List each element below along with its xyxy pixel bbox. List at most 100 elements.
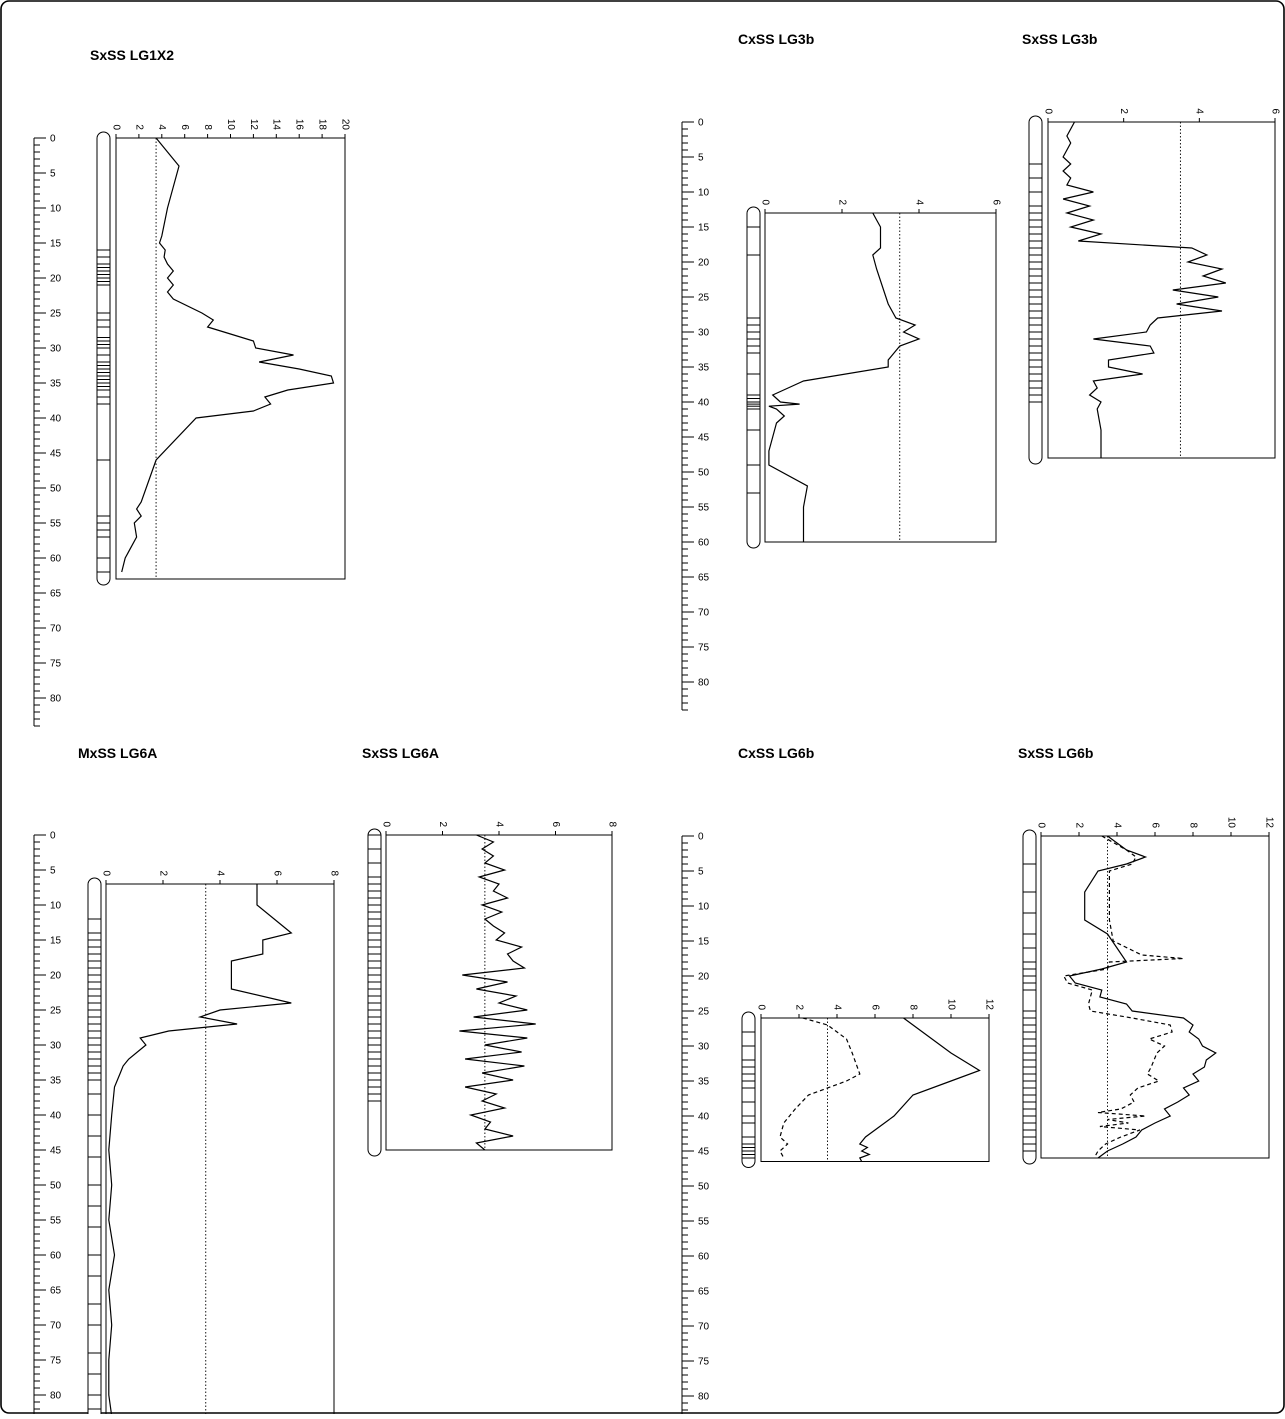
ruler-top-left: 0 5 10 15 20 25 30 35 40 45 50 55 60 65 70 75 80 <box>33 134 62 727</box>
x-tick-label: 0 <box>755 1004 766 1010</box>
ruler-label: 40 <box>698 398 710 409</box>
ruler-label: 50 <box>698 468 710 479</box>
ruler-label: 5 <box>50 866 56 877</box>
ruler-label: 20 <box>698 258 710 269</box>
lod-line-dashed <box>779 1017 861 1159</box>
ruler-bottom-right: 0 5 10 15 20 25 30 35 40 45 50 55 60 65 70 75 80 <box>681 832 710 1419</box>
chromosome-bar <box>96 131 111 586</box>
ruler-label: 25 <box>698 293 710 304</box>
ruler-label: 35 <box>50 1076 62 1087</box>
x-tick-label: 16 <box>294 119 305 131</box>
panel-2: 0 2 4 6 <box>746 199 1001 549</box>
x-tick-label: 0 <box>1042 108 1053 114</box>
ruler-label: 25 <box>50 309 62 320</box>
x-tick-label: 12 <box>1263 817 1274 829</box>
x-tick-label: 10 <box>225 119 236 131</box>
ruler-label: 60 <box>50 554 62 565</box>
chromosome-bar <box>87 877 102 1419</box>
ruler-label: 0 <box>50 831 56 842</box>
x-tick-label: 6 <box>869 1004 880 1010</box>
x-tick-label: 6 <box>1269 108 1280 114</box>
ruler-bottom-left: 0 5 10 15 20 25 30 35 40 45 50 55 60 65 70 75 80 <box>33 831 62 1419</box>
x-tick-label: 4 <box>493 821 504 827</box>
ruler-label: 30 <box>698 1042 710 1053</box>
ruler-label: 75 <box>50 659 62 670</box>
ruler-label: 15 <box>698 937 710 948</box>
lod-line-dashed <box>1062 835 1184 1159</box>
ruler-label: 40 <box>50 414 62 425</box>
ruler-label: 10 <box>698 902 710 913</box>
plot-frame <box>760 1017 990 1162</box>
ruler-label: 70 <box>698 1322 710 1333</box>
x-tick-label: 2 <box>157 870 168 876</box>
chromosome-bar <box>1022 829 1037 1165</box>
x-tick-label: 8 <box>1187 822 1198 828</box>
x-tick-label: 0 <box>1035 822 1046 828</box>
panel-5: 0 2 4 6 8 <box>367 821 617 1157</box>
x-tick-label: 6 <box>990 199 1001 205</box>
ruler-label: 10 <box>50 901 62 912</box>
ruler-label: 25 <box>698 1007 710 1018</box>
ruler-label: 0 <box>698 118 704 129</box>
title-sxss-lg6b: SxSS LG6b <box>1018 745 1093 761</box>
ruler-label: 80 <box>50 694 62 705</box>
panel-3: 0 2 4 6 <box>1028 108 1280 465</box>
chromosome-bar <box>367 828 382 1157</box>
ruler-label: 5 <box>50 169 56 180</box>
ruler-label: 30 <box>698 328 710 339</box>
ruler-label: 55 <box>698 503 710 514</box>
plot-frame <box>105 883 335 1417</box>
ruler-label: 0 <box>698 832 704 843</box>
ruler-label: 60 <box>698 1252 710 1263</box>
ruler-label: 35 <box>698 1077 710 1088</box>
panel-4: 0 2 4 6 8 <box>87 870 339 1419</box>
ruler-label: 20 <box>50 274 62 285</box>
ruler-label: 60 <box>50 1251 62 1262</box>
x-tick-label: 6 <box>271 870 282 876</box>
ruler-label: 75 <box>698 643 710 654</box>
lod-line-solid <box>108 884 293 1417</box>
x-tick-label: 0 <box>380 821 391 827</box>
lod-line-solid <box>459 834 536 1151</box>
x-tick-label: 2 <box>437 821 448 827</box>
title-cxss-lg3b: CxSS LG3b <box>738 31 814 47</box>
lod-line-solid <box>858 1017 981 1162</box>
x-tick-label: 8 <box>328 870 339 876</box>
x-tick-label: 6 <box>179 124 190 130</box>
ruler-label: 55 <box>50 1216 62 1227</box>
ruler-label: 30 <box>50 1041 62 1052</box>
ruler-label: 40 <box>50 1111 62 1122</box>
ruler-label: 35 <box>698 363 710 374</box>
chromosome-bar <box>746 206 761 549</box>
ruler-label: 50 <box>50 484 62 495</box>
x-tick-label: 0 <box>100 870 111 876</box>
x-tick-label: 0 <box>759 199 770 205</box>
x-tick-label: 8 <box>606 821 617 827</box>
x-tick-label: 14 <box>271 119 282 131</box>
x-tick-label: 12 <box>248 119 259 131</box>
ruler-label: 45 <box>50 449 62 460</box>
lod-line-solid <box>1068 835 1217 1159</box>
panel-6: 0 2 4 6 8 10 12 <box>741 999 994 1168</box>
ruler-label: 10 <box>50 204 62 215</box>
panel-7: 0 2 4 6 8 10 12 <box>1022 817 1274 1165</box>
x-tick-label: 4 <box>831 1004 842 1010</box>
ruler-label: 30 <box>50 344 62 355</box>
ruler-label: 80 <box>50 1391 62 1402</box>
ruler-label: 75 <box>50 1356 62 1367</box>
ruler-label: 25 <box>50 1006 62 1017</box>
ruler-label: 50 <box>50 1181 62 1192</box>
ruler-label: 45 <box>698 1147 710 1158</box>
ruler-label: 40 <box>698 1112 710 1123</box>
x-tick-label: 8 <box>907 1004 918 1010</box>
plot-frame <box>1040 835 1270 1159</box>
ruler-label: 35 <box>50 379 62 390</box>
lod-line-solid <box>1062 121 1226 458</box>
ruler-label: 65 <box>50 1286 62 1297</box>
x-tick-label: 4 <box>1194 108 1205 114</box>
ruler-label: 50 <box>698 1182 710 1193</box>
x-tick-label: 4 <box>214 870 225 876</box>
x-tick-label: 2 <box>1118 108 1129 114</box>
